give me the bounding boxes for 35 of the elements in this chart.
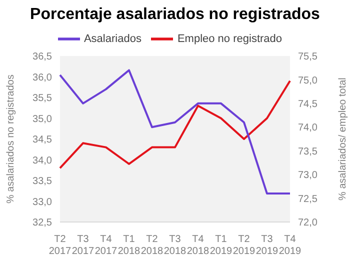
y2-tick-label: 73,5: [298, 146, 318, 158]
y-tick-label: 34,5: [32, 134, 52, 146]
y2-tick-label: 72,0: [298, 218, 318, 229]
y-tick-label: 34,0: [32, 155, 52, 166]
y-tick-label: 33,0: [32, 196, 52, 208]
y2-tick-label: 72,5: [298, 194, 318, 205]
x-tick-label: T2 2019: [232, 234, 256, 257]
x-tick-label: T4 2017: [94, 234, 118, 257]
x-tick-label: T3 2019: [256, 234, 279, 257]
y-axis-title: % asalariados no registrados: [6, 74, 17, 204]
y-tick-label: 36,0: [32, 72, 52, 84]
y2-axis-title: % asalariados/ empleo total: [338, 78, 349, 200]
legend-label: Asalariados: [84, 32, 142, 45]
x-tick-label: T2 2017: [48, 234, 72, 257]
x-tick-label: T4 2018: [186, 234, 210, 257]
y2-tick-label: 74,5: [298, 98, 318, 110]
legend-label: Empleo no registrado: [177, 32, 282, 45]
y2-tick-label: 75,0: [298, 75, 318, 86]
y-tick-label: 36,5: [32, 52, 52, 63]
line-series: [59, 80, 291, 170]
y-tick-label: 35,5: [32, 93, 52, 104]
x-tick-label: T4 2019: [278, 234, 302, 257]
y2-tick-label: 73,0: [298, 170, 318, 182]
x-tick-label: T2 2018: [140, 234, 164, 257]
y2-tick-label: 74,0: [298, 122, 318, 134]
y-tick-label: 33,5: [32, 176, 52, 188]
x-tick-label: T3 2018: [164, 234, 187, 257]
x-tick-label: T3 2017: [72, 234, 95, 257]
x-tick-label: T1 2019: [210, 234, 233, 257]
y-tick-label: 32,5: [32, 218, 52, 229]
y2-tick-label: 75,5: [298, 52, 318, 63]
y-tick-label: 35,0: [32, 114, 52, 125]
x-tick-label: T1 2018: [118, 234, 141, 257]
line-series: [59, 69, 291, 195]
chart-title: Porcentaje asalariados no registrados: [29, 6, 321, 24]
